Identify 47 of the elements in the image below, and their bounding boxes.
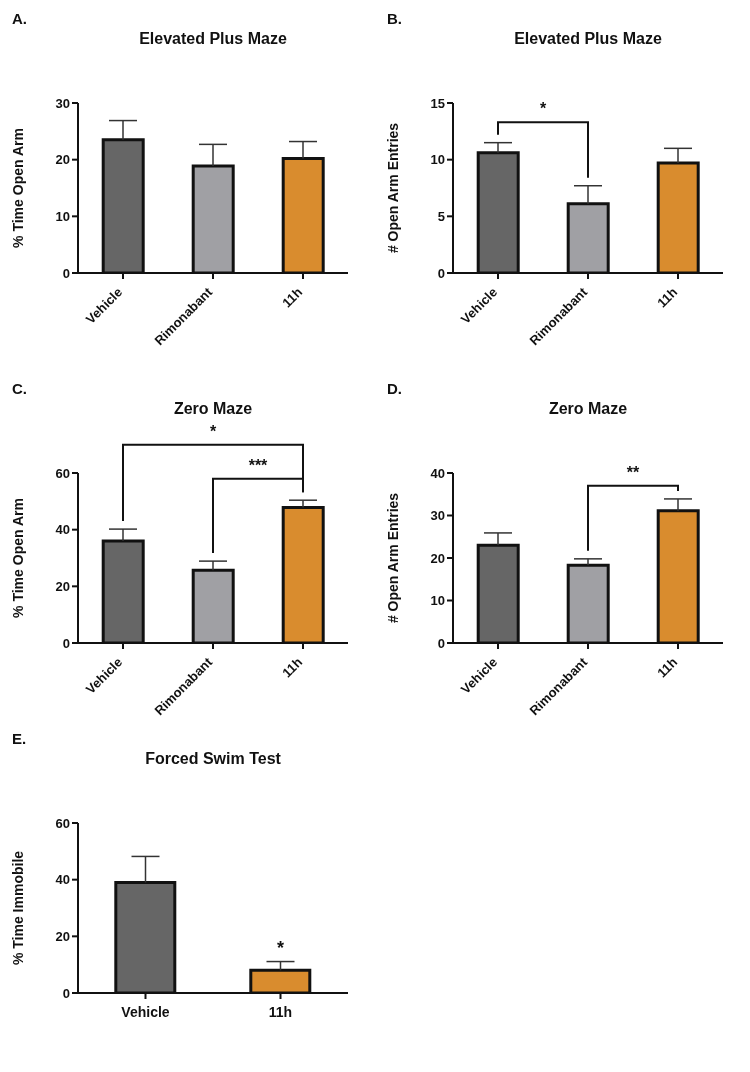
y-axis-title: % Time Open Arm bbox=[9, 128, 26, 248]
y-tick-label: 20 bbox=[55, 578, 70, 594]
y-tick-label: 0 bbox=[62, 635, 70, 651]
y-tick-label: 0 bbox=[437, 265, 445, 281]
y-tick-label: 0 bbox=[437, 635, 445, 651]
annotation: *** bbox=[248, 456, 269, 474]
annotation: ** bbox=[626, 463, 640, 481]
y-tick-label: 20 bbox=[55, 152, 70, 168]
y-axis-title: # Open Arm Entries bbox=[384, 492, 401, 624]
text: * bbox=[209, 422, 217, 440]
x-tick-label: 11h bbox=[654, 284, 681, 311]
y-tick-label: 30 bbox=[55, 95, 70, 111]
annotation: * bbox=[276, 937, 285, 958]
x-tick-label: 11h bbox=[268, 1004, 293, 1020]
text: C. bbox=[12, 380, 27, 397]
y-axis-title: % Time Open Arm bbox=[9, 498, 26, 618]
y-tick-label: 60 bbox=[55, 815, 70, 831]
x-tick-label: 11h bbox=[279, 284, 306, 311]
y-tick-label: 10 bbox=[430, 593, 445, 609]
x-tick-label: 11h bbox=[654, 654, 681, 681]
chart-title: Elevated Plus Maze bbox=[513, 30, 663, 48]
text: E. bbox=[12, 730, 27, 747]
y-tick-label: 60 bbox=[55, 465, 70, 481]
y-tick-label: 30 bbox=[430, 508, 445, 524]
chart-title: Zero Maze bbox=[172, 400, 254, 418]
y-tick-label: 10 bbox=[55, 208, 70, 224]
text: B. bbox=[387, 10, 402, 27]
text: A. bbox=[12, 10, 27, 27]
y-axis-title: % Time Immobile bbox=[9, 850, 26, 966]
y-tick-label: 20 bbox=[55, 928, 70, 944]
chart-title: Zero Maze bbox=[547, 400, 629, 418]
chart-title: Elevated Plus Maze bbox=[138, 30, 288, 48]
y-tick-label: 40 bbox=[430, 465, 445, 481]
x-tick-label: Vehicle bbox=[121, 1004, 170, 1020]
y-tick-label: 40 bbox=[55, 522, 70, 538]
y-tick-label: 0 bbox=[62, 985, 70, 1001]
y-tick-label: 20 bbox=[430, 550, 445, 566]
text: D. bbox=[387, 380, 402, 397]
y-tick-label: 10 bbox=[430, 152, 445, 168]
y-tick-label: 15 bbox=[430, 95, 445, 111]
annotation: * bbox=[539, 100, 547, 118]
y-tick-label: 0 bbox=[62, 265, 70, 281]
y-tick-label: 5 bbox=[437, 208, 445, 224]
y-axis-title: # Open Arm Entries bbox=[384, 122, 401, 254]
x-tick-label: 11h bbox=[279, 654, 306, 681]
chart-title: Forced Swim Test bbox=[144, 750, 282, 768]
y-tick-label: 40 bbox=[55, 872, 70, 888]
